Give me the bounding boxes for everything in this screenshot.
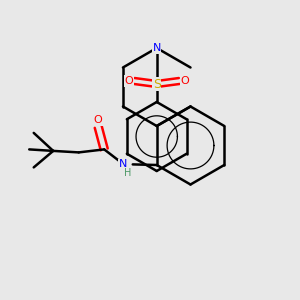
Text: H: H — [124, 168, 131, 178]
Text: O: O — [180, 76, 189, 86]
Text: N: N — [152, 43, 161, 53]
Text: O: O — [94, 115, 103, 125]
Text: N: N — [119, 159, 127, 170]
Text: O: O — [124, 76, 133, 86]
Text: S: S — [153, 77, 161, 91]
